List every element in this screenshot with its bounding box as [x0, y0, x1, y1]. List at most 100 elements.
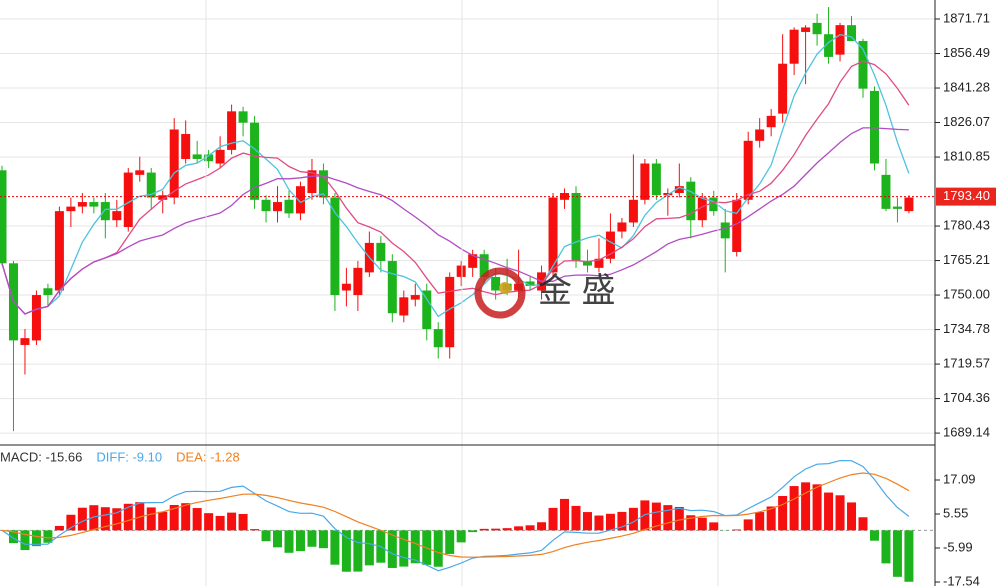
macd-bar	[399, 530, 409, 567]
candle-body	[824, 34, 834, 57]
y-tick-label: 1689.14	[943, 425, 990, 440]
macd-bar	[766, 506, 776, 531]
macd-bar	[307, 530, 317, 547]
candle-body	[525, 281, 535, 286]
macd-bar	[341, 530, 351, 572]
macd-bar	[548, 507, 558, 531]
macd-bar	[89, 505, 99, 531]
candle-body	[307, 170, 317, 193]
macd-bar	[537, 522, 547, 531]
macd-bar	[502, 528, 512, 531]
candle-body	[628, 199, 638, 223]
macd-bar	[663, 505, 673, 531]
macd-bar	[284, 530, 294, 553]
macd-bar	[146, 507, 156, 531]
candle-body	[847, 25, 857, 42]
candle-body	[376, 242, 386, 262]
candle-body	[330, 197, 340, 296]
macd-bar	[295, 530, 305, 552]
y-tick-label: 17.09	[943, 471, 976, 486]
legend-entry: DEA: -1.28	[176, 449, 240, 464]
candle-body	[227, 111, 237, 150]
candle-body	[651, 163, 661, 196]
candle-body	[353, 267, 363, 296]
macd-bar	[261, 530, 271, 542]
macd-bar	[628, 507, 638, 531]
macd-bar	[789, 486, 799, 531]
watermark-logo	[474, 267, 526, 319]
macd-bar	[20, 530, 30, 551]
macd-bar	[227, 512, 237, 531]
macd-bar	[204, 513, 214, 531]
macd-bar	[250, 529, 260, 531]
candle-body	[812, 22, 822, 35]
candle-body	[869, 90, 879, 164]
candle-body	[720, 222, 730, 239]
macd-bar	[686, 515, 696, 531]
ma-line	[1, 127, 909, 315]
macd-bar	[456, 530, 466, 543]
candle-body	[100, 202, 110, 221]
candle-body	[204, 154, 214, 162]
macd-bar	[824, 492, 834, 531]
candle-body	[399, 297, 409, 316]
macd-bar	[560, 498, 570, 531]
candle-body	[433, 329, 443, 348]
y-tick-label: 5.55	[943, 505, 968, 520]
candle-body	[743, 140, 753, 200]
macd-bar	[858, 517, 868, 531]
macd-bar	[468, 530, 478, 533]
watermark: 金 盛	[538, 272, 615, 310]
macd-bar	[847, 502, 857, 531]
candle-body	[548, 197, 558, 273]
macd-bar	[43, 530, 53, 543]
candle-body	[835, 25, 845, 55]
candle-body	[789, 29, 799, 64]
y-tick-label: -17.54	[943, 573, 980, 586]
candle-body	[456, 265, 466, 277]
candle-body	[468, 254, 478, 268]
macd-bar	[674, 507, 684, 531]
macd-bar	[491, 528, 501, 531]
macd-bar	[743, 519, 753, 531]
candle-body	[674, 186, 684, 193]
candle-body	[410, 295, 420, 300]
macd-bar	[112, 508, 122, 531]
candle-body	[89, 202, 99, 207]
macd-bar	[273, 530, 283, 548]
macd-bar	[8, 530, 18, 544]
candle-body	[0, 170, 7, 264]
macd-bar	[732, 529, 742, 531]
ma-line	[1, 60, 910, 315]
candle-body	[318, 170, 328, 198]
macd-bar	[514, 526, 524, 531]
macd-bar	[364, 530, 374, 566]
macd-bar	[181, 503, 191, 531]
candle-body	[479, 254, 489, 277]
candle-body	[640, 163, 650, 200]
candle-body	[892, 206, 902, 209]
last-price-label: 1793.40	[943, 188, 990, 203]
candle-body	[801, 27, 811, 32]
candle-body	[261, 199, 271, 212]
last-price-box	[936, 187, 996, 206]
macd-bar	[215, 515, 225, 531]
macd-bar	[169, 504, 179, 531]
macd-bar	[709, 522, 719, 531]
candle-body	[66, 206, 76, 212]
macd-bar	[881, 530, 891, 564]
candle-body	[146, 172, 156, 198]
macd-bar	[582, 512, 592, 531]
macd-bar	[353, 530, 363, 572]
macd-bar	[410, 530, 420, 564]
macd-bar	[479, 528, 489, 531]
candle-body	[135, 170, 145, 175]
candle-body	[445, 276, 455, 348]
macd-bar	[869, 530, 879, 541]
macd-bar	[318, 530, 328, 549]
legend-entry: MACD: -15.66	[0, 449, 82, 464]
macd-panel	[0, 459, 935, 582]
candle-body	[594, 258, 604, 268]
candle-body	[491, 276, 501, 291]
